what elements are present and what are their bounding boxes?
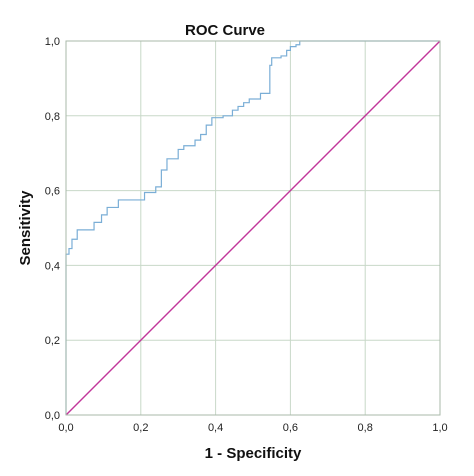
- x-tick-label: 0,4: [208, 422, 223, 434]
- y-tick-label: 0,2: [45, 335, 60, 347]
- x-tick-label: 0,0: [58, 422, 73, 434]
- series-layer: [65, 40, 441, 416]
- y-axis-title: Sensitivity: [17, 190, 34, 266]
- y-tick-label: 0,4: [45, 260, 60, 272]
- reference-diagonal-line: [65, 40, 441, 416]
- y-tick-label: 1,0: [45, 36, 60, 48]
- x-tick-label: 0,8: [358, 422, 373, 434]
- y-tick-label: 0,0: [45, 410, 60, 422]
- plot-frame: [65, 40, 441, 416]
- tick-labels: 0,0 0,2 0,4 0,6 0,8 1,0 0,0 0,2 0,4 0,6 0,8 1,0: [45, 36, 448, 434]
- y-tick-label: 0,6: [45, 186, 60, 198]
- x-tick-label: 0,2: [133, 422, 148, 434]
- y-tick-label: 0,8: [45, 111, 60, 123]
- x-tick-label: 1,0: [432, 422, 447, 434]
- x-axis-title: 1 - Specificity: [205, 445, 302, 462]
- x-tick-label: 0,6: [283, 422, 298, 434]
- roc-curve-line: [65, 40, 440, 415]
- chart-title: ROC Curve: [185, 22, 265, 39]
